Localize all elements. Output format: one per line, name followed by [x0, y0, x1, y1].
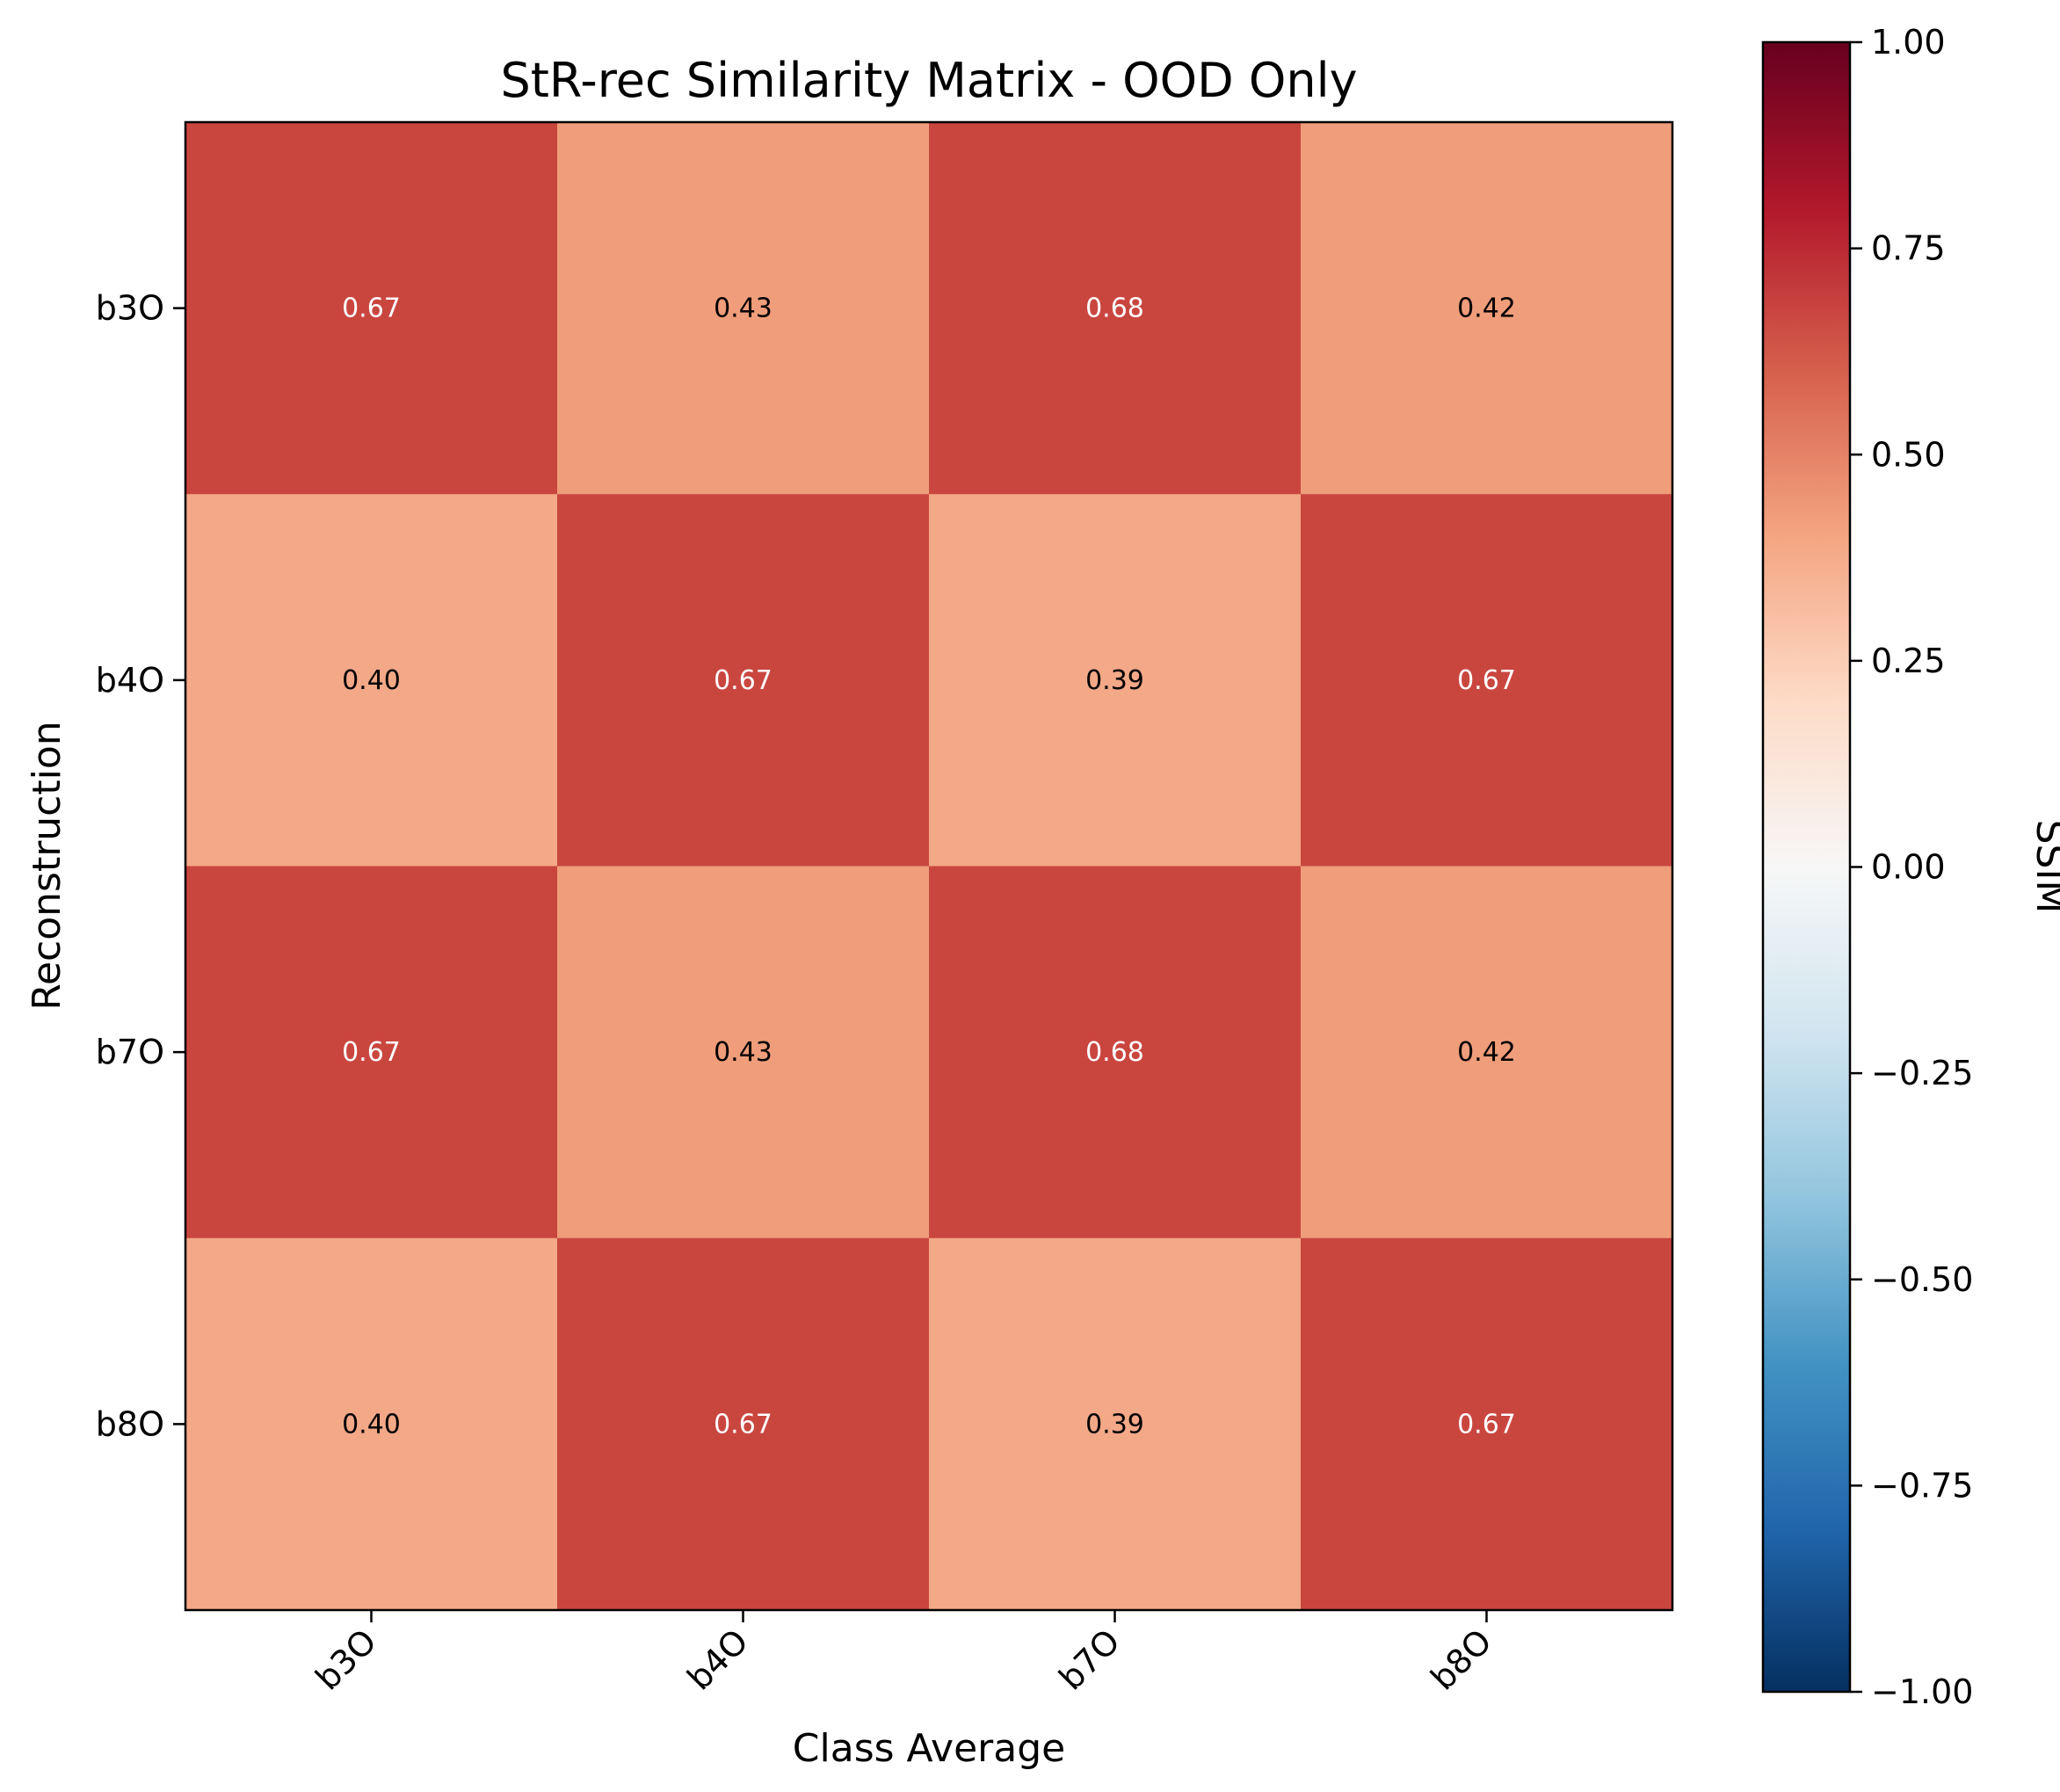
cell-value-label: 0.67 [342, 294, 401, 324]
colorbar-tick-label: 0.75 [1871, 229, 1946, 268]
y-tick-label: b8O [96, 1404, 164, 1443]
heatmap-cell [185, 122, 558, 495]
chart-title: StR-rec Similarity Matrix - OOD Only [500, 53, 1357, 108]
heatmap-cells [185, 122, 1673, 1611]
cell-value-label: 0.43 [714, 294, 772, 324]
colorbar-label: SSIM [2027, 820, 2060, 914]
colorbar-tick-label: −1.00 [1871, 1672, 1973, 1711]
heatmap-cell [185, 866, 558, 1239]
y-axis-ticks: b3O b4O b7O b8O [96, 289, 185, 1443]
cell-value-label: 0.67 [714, 665, 772, 696]
cell-value-label: 0.42 [1457, 1037, 1516, 1068]
cell-value-label: 0.39 [1085, 665, 1144, 696]
colorbar [1761, 40, 1852, 1694]
colorbar-tick-label: 1.00 [1871, 23, 1946, 62]
cell-value-label: 0.43 [714, 1037, 772, 1068]
heatmap-cell [557, 122, 930, 495]
colorbar-tick-label: −0.25 [1871, 1054, 1973, 1092]
cell-value-label: 0.67 [342, 1037, 401, 1068]
heatmap-cell [1301, 866, 1673, 1239]
colorbar-tick-label: 0.00 [1871, 848, 1946, 887]
colorbar-tick-label: −0.50 [1871, 1260, 1973, 1299]
colorbar-ticks: 1.00 0.75 0.50 0.25 0.00 −0.25 −0.50 −0.75 −1.00 [1850, 23, 1973, 1711]
heatmap-cell [1301, 1237, 1673, 1611]
cell-value-labels: 0.67 0.43 0.68 0.42 0.40 0.67 0.39 0.67 0.67 0.43… [342, 294, 1516, 1440]
heatmap-cell [929, 494, 1302, 867]
cell-value-label: 0.40 [342, 665, 401, 696]
y-tick-label: b3O [96, 289, 164, 328]
heatmap-cell [929, 1237, 1302, 1611]
heatmap-cell [185, 494, 558, 867]
heatmap-cell [1301, 494, 1673, 867]
x-tick-label: b8O [1423, 1622, 1498, 1697]
cell-value-label: 0.67 [714, 1409, 772, 1440]
colorbar-tick-label: 0.50 [1871, 435, 1946, 474]
y-axis-label: Reconstruction [25, 721, 69, 1010]
heatmap-cell [929, 122, 1302, 495]
plot-frame [184, 120, 1674, 1612]
cell-value-label: 0.67 [1457, 665, 1516, 696]
x-tick-label: b4O [679, 1622, 755, 1697]
heatmap-cell [557, 866, 930, 1239]
x-axis-ticks: b3O b4O b7O b8O [308, 1610, 1499, 1698]
cell-value-label: 0.68 [1085, 1037, 1144, 1068]
cell-value-label: 0.40 [342, 1409, 401, 1440]
heatmap-cell [929, 866, 1302, 1239]
heatmap-cell [1301, 122, 1673, 495]
heatmap-cell [185, 1237, 558, 1611]
heatmap-cell [557, 1237, 930, 1611]
x-tick-label: b3O [308, 1622, 383, 1697]
y-tick-label: b7O [96, 1033, 164, 1071]
colorbar-tick-label: 0.25 [1871, 642, 1946, 680]
cell-value-label: 0.39 [1085, 1409, 1144, 1440]
x-axis-label: Class Average [793, 1726, 1065, 1771]
x-tick-label: b7O [1051, 1622, 1127, 1697]
cell-value-label: 0.42 [1457, 294, 1516, 324]
cell-value-label: 0.68 [1085, 294, 1144, 324]
colorbar-tick-label: −0.75 [1871, 1466, 1973, 1505]
cell-value-label: 0.67 [1457, 1409, 1516, 1440]
y-tick-label: b4O [96, 661, 164, 700]
heatmap-cell [557, 494, 930, 867]
